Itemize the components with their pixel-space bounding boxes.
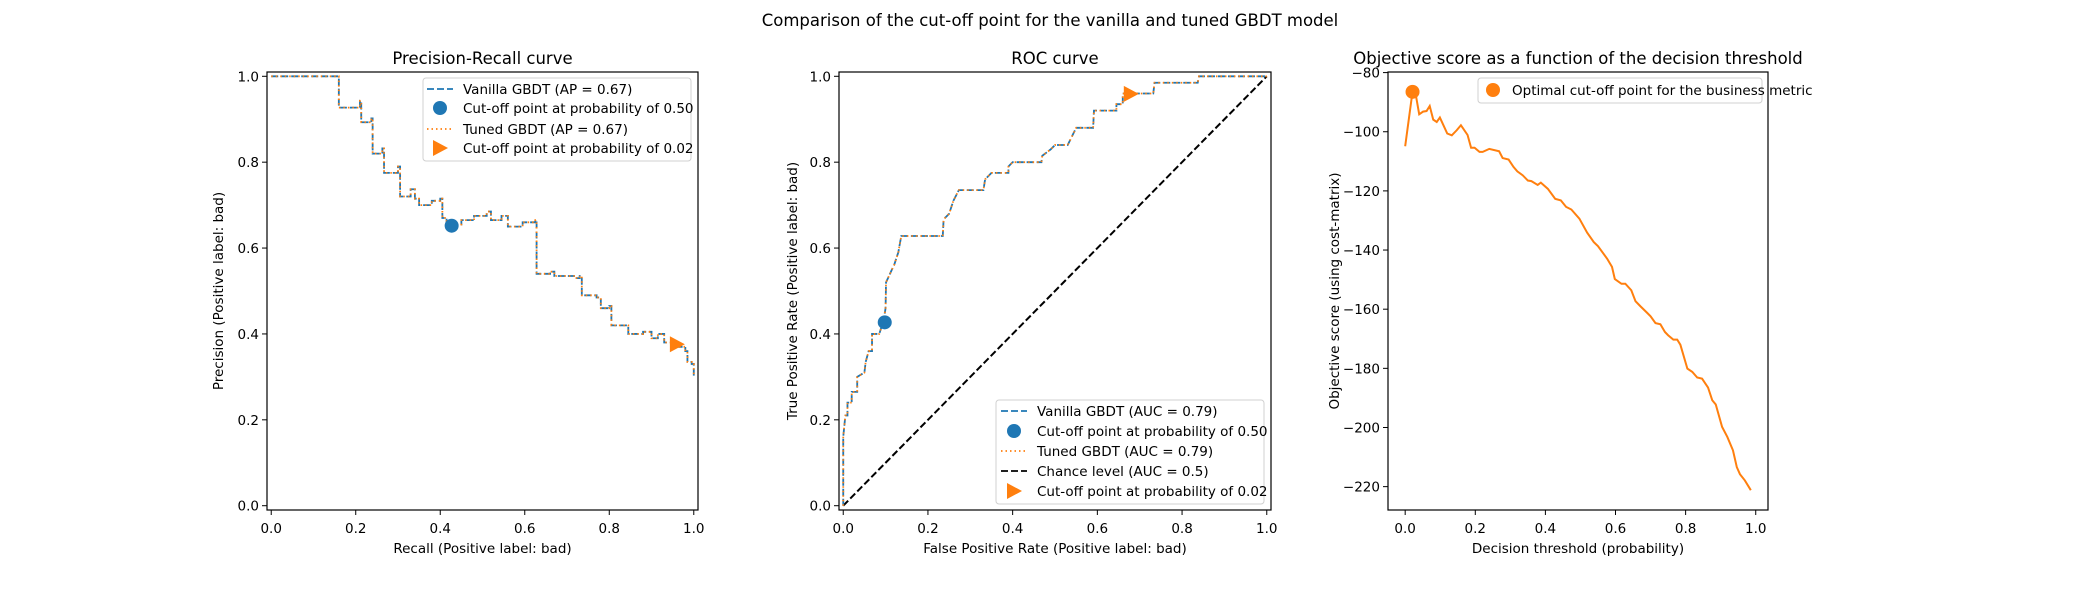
legend-entry: Cut-off point at probability of 0.02 bbox=[1037, 484, 1268, 500]
y-tick-label: −140 bbox=[1343, 243, 1380, 259]
x-tick-label: 0.8 bbox=[1675, 521, 1696, 537]
cutoff-point-marker-1 bbox=[1405, 84, 1420, 99]
y-tick-label: −100 bbox=[1343, 125, 1380, 141]
axes-frame bbox=[1387, 71, 1769, 511]
legend-entry: Tuned GBDT (AUC = 0.79) bbox=[1036, 444, 1213, 460]
legend-marker-handle bbox=[1007, 424, 1021, 438]
y-tick-label: 0.0 bbox=[238, 499, 259, 515]
x-tick-label: 0.6 bbox=[1087, 521, 1108, 537]
figure-suptitle: Comparison of the cut-off point for the … bbox=[762, 11, 1339, 30]
x-tick-label: 0.2 bbox=[917, 521, 938, 537]
vanilla-gbdt-line bbox=[271, 75, 695, 377]
legend-marker-handle bbox=[1486, 83, 1500, 97]
subplot-2: ROC curve 0.0 0.2 0.4 0.6 0.8 1.0 0.0 0.2 0.4 0.6 0… bbox=[785, 49, 1278, 557]
y-tick-label: 0.6 bbox=[238, 241, 259, 257]
y-tick-label: 0.0 bbox=[810, 499, 831, 515]
x-tick-label: 0.6 bbox=[1605, 521, 1626, 537]
legend-entry: Cut-off point at probability of 0.50 bbox=[463, 101, 694, 117]
cutoff-point-marker-2 bbox=[1123, 85, 1139, 102]
y-tick-label: 0.4 bbox=[810, 327, 831, 343]
x-tick-label: 0.0 bbox=[1394, 521, 1415, 537]
cutoff-point-marker-1 bbox=[444, 218, 459, 233]
x-axis-label: False Positive Rate (Positive label: bad… bbox=[923, 541, 1187, 557]
x-tick-label: 1.0 bbox=[1256, 521, 1277, 537]
y-axis-label: Precision (Positive label: bad) bbox=[211, 192, 227, 390]
y-tick-label: 0.4 bbox=[238, 327, 259, 343]
legend: Optimal cut-off point for the business m… bbox=[1477, 77, 1813, 104]
y-tick-label: −220 bbox=[1343, 480, 1380, 496]
x-tick-label: 0.8 bbox=[599, 521, 620, 537]
vanilla-gbdt-line bbox=[842, 75, 1267, 506]
y-axis-label: True Positive Rate (Positive label: bad) bbox=[785, 162, 801, 421]
y-tick-label: 0.2 bbox=[810, 413, 831, 429]
legend-entry: Chance level (AUC = 0.5) bbox=[1037, 464, 1209, 480]
legend: Vanilla GBDT (AUC = 0.79) Cut-off point a… bbox=[995, 399, 1268, 505]
y-tick-label: 1.0 bbox=[810, 69, 831, 85]
x-tick-label: 0.4 bbox=[1002, 521, 1023, 537]
y-tick-label: 0.8 bbox=[238, 155, 259, 171]
x-tick-label: 0.0 bbox=[260, 521, 281, 537]
axes-frame bbox=[266, 71, 699, 511]
y-tick-label: 1.0 bbox=[238, 69, 259, 85]
x-tick-label: 1.0 bbox=[1745, 521, 1766, 537]
subplot-title: Precision-Recall curve bbox=[392, 49, 572, 68]
plot-area bbox=[271, 75, 695, 377]
cutoff-point-marker-1 bbox=[877, 315, 892, 330]
objective-score-line bbox=[1404, 88, 1752, 491]
x-tick-label: 0.6 bbox=[514, 521, 535, 537]
x-tick-label: 0.4 bbox=[1535, 521, 1556, 537]
x-tick-label: 0.2 bbox=[345, 521, 366, 537]
y-tick-label: −80 bbox=[1352, 66, 1381, 82]
axes-frame bbox=[838, 71, 1272, 511]
subplot-3: Objective score as a function of the dec… bbox=[1327, 49, 1813, 557]
legend-box bbox=[422, 77, 692, 162]
legend-box bbox=[995, 399, 1265, 505]
x-tick-label: 0.0 bbox=[832, 521, 853, 537]
y-tick-label: −200 bbox=[1343, 420, 1380, 436]
legend-entry: Optimal cut-off point for the business m… bbox=[1512, 83, 1813, 99]
chance-level-line bbox=[842, 75, 1268, 507]
x-tick-label: 0.4 bbox=[430, 521, 451, 537]
subplot-title: Objective score as a function of the dec… bbox=[1353, 49, 1802, 68]
y-tick-label: −180 bbox=[1343, 361, 1380, 377]
y-tick-label: 0.2 bbox=[238, 413, 259, 429]
x-tick-label: 0.2 bbox=[1465, 521, 1486, 537]
legend-box bbox=[1477, 77, 1763, 104]
y-tick-label: 0.6 bbox=[810, 241, 831, 257]
legend-entry: Cut-off point at probability of 0.02 bbox=[463, 141, 694, 157]
x-tick-label: 0.8 bbox=[1171, 521, 1192, 537]
x-tick-label: 1.0 bbox=[683, 521, 704, 537]
legend: Vanilla GBDT (AP = 0.67) Cut-off point at… bbox=[422, 77, 694, 162]
legend-marker-handle bbox=[433, 140, 448, 156]
x-axis-label: Recall (Positive label: bad) bbox=[393, 541, 571, 557]
y-axis-label: Objective score (using cost-matrix) bbox=[1327, 172, 1343, 409]
y-tick-label: −160 bbox=[1343, 302, 1380, 318]
legend-entry: Cut-off point at probability of 0.50 bbox=[1037, 424, 1268, 440]
y-tick-label: 0.8 bbox=[810, 155, 831, 171]
y-tick-label: −120 bbox=[1343, 184, 1380, 200]
x-axis-label: Decision threshold (probability) bbox=[1472, 541, 1684, 557]
legend-marker-handle bbox=[433, 101, 447, 115]
subplot-title: ROC curve bbox=[1011, 49, 1098, 68]
legend-marker-handle bbox=[1007, 483, 1022, 499]
subplot-1: Precision-Recall curve 0.0 0.2 0.4 0.6 0.8 1.0… bbox=[211, 49, 705, 557]
plot-area bbox=[1404, 88, 1752, 491]
cutoff-point-marker-2 bbox=[669, 336, 685, 353]
legend-entry: Tuned GBDT (AP = 0.67) bbox=[462, 122, 628, 138]
legend-entry: Vanilla GBDT (AUC = 0.79) bbox=[1037, 404, 1218, 420]
legend-entry: Vanilla GBDT (AP = 0.67) bbox=[463, 82, 632, 98]
plot-area bbox=[842, 75, 1268, 507]
